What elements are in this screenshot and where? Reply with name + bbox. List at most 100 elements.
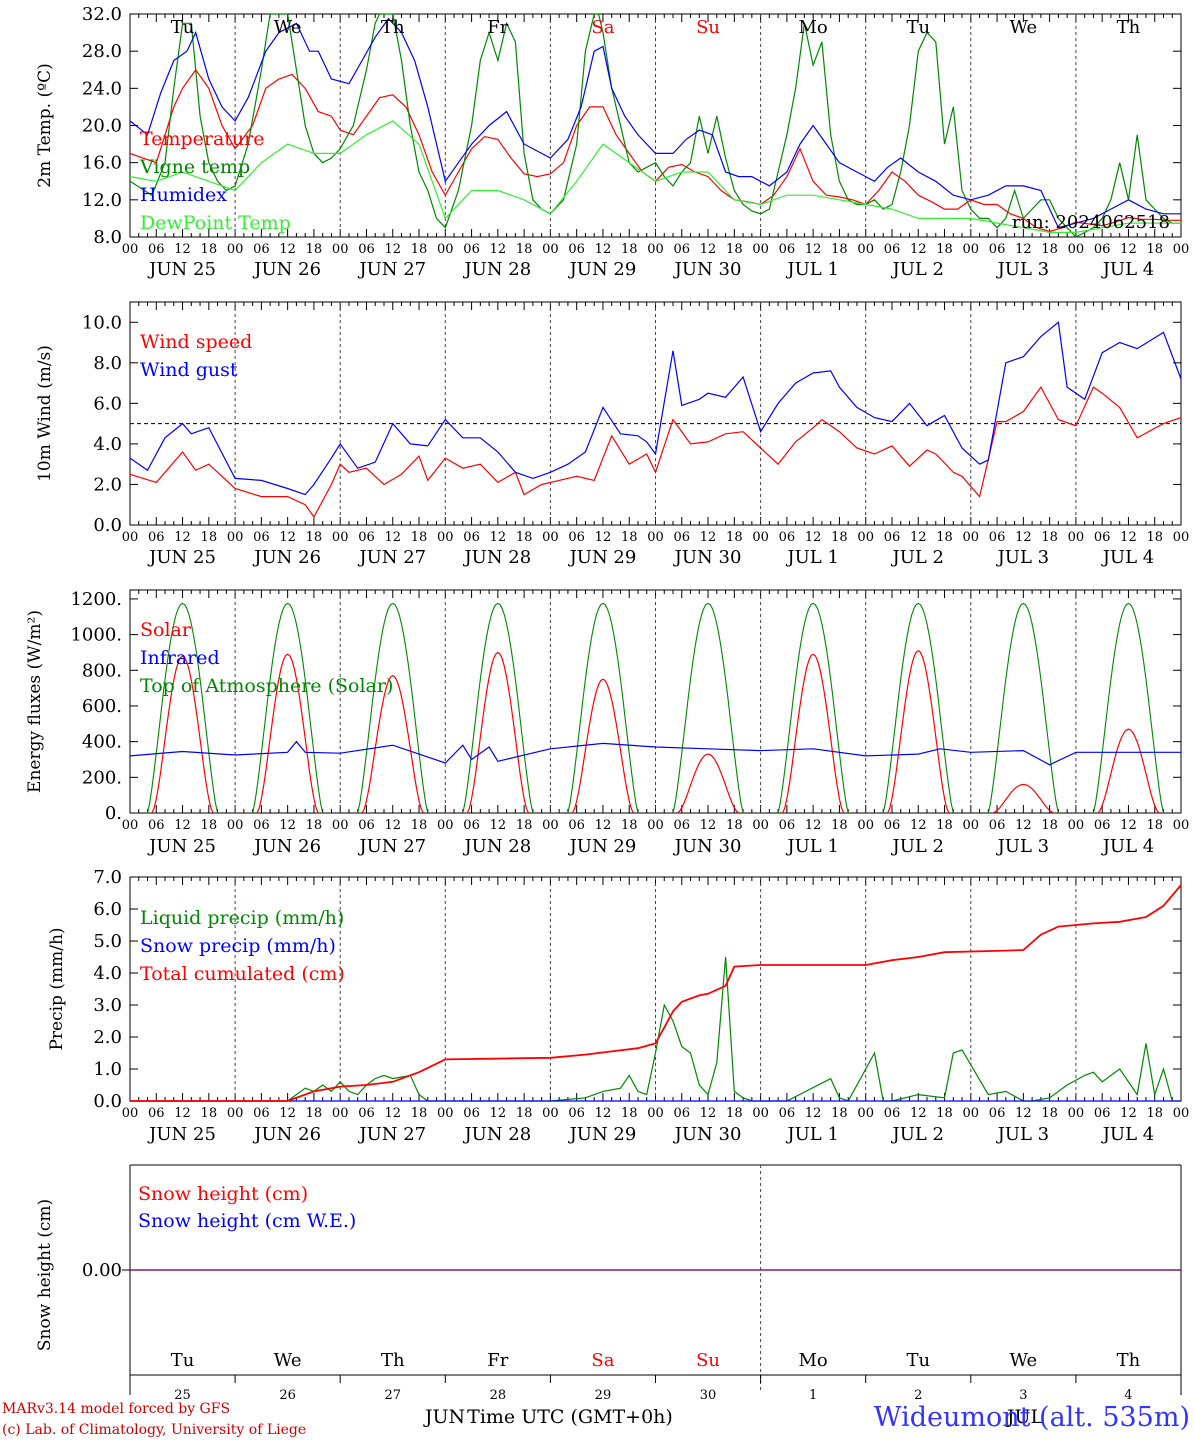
series-top-of-atmosphere — [357, 602, 429, 814]
weekday-label: Th — [1117, 17, 1141, 38]
y-tick-label: 0.0 — [93, 515, 122, 536]
date-label: JUL 2 — [890, 259, 944, 280]
series-top-of-atmosphere — [777, 602, 849, 814]
hour-tick-label: 12 — [174, 530, 191, 545]
series-top-of-atmosphere — [672, 602, 744, 814]
hour-tick-label: 18 — [306, 530, 323, 545]
date-label: JUL 4 — [1101, 836, 1155, 857]
hour-tick-label: 06 — [358, 818, 375, 833]
date-label: JUN 30 — [673, 836, 742, 857]
hour-tick-label: 12 — [700, 242, 717, 257]
series-top-of-atmosphere — [252, 602, 324, 814]
weekday-label: Tu — [171, 17, 195, 38]
y-tick-label: 1200. — [70, 589, 122, 610]
legend-entry: Wind gust — [140, 359, 238, 381]
date-label: JUN 30 — [673, 259, 742, 280]
hour-tick-label: 00 — [437, 1106, 454, 1121]
hour-tick-label: 00 — [122, 242, 139, 257]
hour-tick-label: 06 — [884, 530, 901, 545]
date-label: JUN 28 — [462, 547, 531, 568]
y-tick-label: 6.0 — [93, 393, 122, 414]
y-axis-label: Precip (mm/h) — [47, 927, 67, 1050]
legend-entry: Snow height (cm) — [138, 1183, 308, 1205]
hour-tick-label: 18 — [1041, 818, 1058, 833]
hour-tick-label: 12 — [595, 530, 612, 545]
hour-tick-label: 12 — [384, 818, 401, 833]
day-number: 25 — [174, 1388, 191, 1403]
hour-tick-label: 18 — [936, 530, 953, 545]
hour-tick-label: 06 — [1094, 242, 1111, 257]
date-label: JUN 29 — [568, 836, 637, 857]
hour-tick-label: 12 — [174, 1106, 191, 1121]
hour-tick-label: 18 — [411, 818, 428, 833]
date-label: JUL 2 — [890, 1124, 944, 1145]
series-top-of-atmosphere — [882, 602, 954, 814]
hour-tick-label: 12 — [595, 242, 612, 257]
hour-tick-label: 06 — [779, 242, 796, 257]
panel-2-frame — [129, 301, 1182, 526]
series-solar — [361, 674, 424, 814]
date-label: JUN 27 — [357, 547, 426, 568]
hour-tick-label: 12 — [595, 1106, 612, 1121]
hour-tick-label: 00 — [1173, 818, 1190, 833]
x-axis-label: Time UTC (GMT+0h) — [467, 1406, 673, 1428]
hour-tick-label: 00 — [963, 818, 980, 833]
date-label: JUN 29 — [568, 547, 637, 568]
hour-tick-label: 00 — [542, 242, 559, 257]
date-label: JUL 4 — [1101, 1124, 1155, 1145]
hour-tick-label: 12 — [1015, 242, 1032, 257]
hour-tick-label: 18 — [411, 530, 428, 545]
hour-tick-label: 00 — [963, 530, 980, 545]
hour-tick-label: 00 — [122, 818, 139, 833]
date-label: JUN 27 — [357, 836, 426, 857]
hour-tick-label: 12 — [174, 818, 191, 833]
hour-tick-label: 00 — [1173, 1106, 1190, 1121]
series-solar — [887, 649, 950, 814]
hour-tick-label: 18 — [411, 1106, 428, 1121]
series-solar — [151, 655, 214, 814]
day-number: 2 — [914, 1388, 922, 1403]
weekday-label: We — [1010, 17, 1038, 38]
lab-credit: (c) Lab. of Climatology, University of L… — [2, 1422, 306, 1438]
hour-tick-label: 12 — [1120, 242, 1137, 257]
hour-tick-label: 00 — [1173, 242, 1190, 257]
hour-tick-label: 06 — [568, 1106, 585, 1121]
hour-tick-label: 18 — [726, 242, 743, 257]
series-top-of-atmosphere — [462, 602, 534, 814]
date-label: JUN 29 — [568, 259, 637, 280]
hour-tick-label: 06 — [253, 242, 270, 257]
date-label: JUL 1 — [785, 836, 839, 857]
legend-entry: Solar — [140, 619, 192, 641]
hour-tick-label: 12 — [700, 530, 717, 545]
date-label: JUL 1 — [785, 1124, 839, 1145]
date-label: JUN 26 — [252, 259, 321, 280]
legend-entry: Wind speed — [140, 331, 252, 353]
hour-tick-label: 06 — [253, 530, 270, 545]
series-vigne-temp — [129, 13, 1181, 238]
hour-tick-label: 12 — [1120, 1106, 1137, 1121]
hour-tick-label: 18 — [1041, 530, 1058, 545]
weekday-label: Tu — [906, 1350, 930, 1371]
hour-tick-label: 00 — [752, 818, 769, 833]
hour-tick-label: 00 — [542, 530, 559, 545]
weekday-label: Su — [696, 17, 720, 38]
date-label: JUN 25 — [147, 547, 216, 568]
hour-tick-label: 00 — [857, 242, 874, 257]
hour-tick-label: 12 — [490, 818, 507, 833]
hour-tick-label: 18 — [516, 818, 533, 833]
series-solar — [571, 678, 635, 814]
series-total-cumulated — [130, 884, 1182, 1102]
hour-tick-label: 18 — [201, 530, 218, 545]
hour-tick-label: 06 — [463, 530, 480, 545]
hour-tick-label: 12 — [384, 242, 401, 257]
hour-tick-label: 18 — [831, 818, 848, 833]
date-label: JUL 1 — [785, 547, 839, 568]
y-tick-label: 800. — [82, 660, 122, 681]
hour-tick-label: 00 — [332, 1106, 349, 1121]
hour-tick-label: 00 — [752, 1106, 769, 1121]
hour-tick-label: 18 — [1041, 1106, 1058, 1121]
y-tick-label: 4.0 — [93, 963, 122, 984]
hour-tick-label: 18 — [306, 242, 323, 257]
series-solar — [466, 651, 530, 814]
